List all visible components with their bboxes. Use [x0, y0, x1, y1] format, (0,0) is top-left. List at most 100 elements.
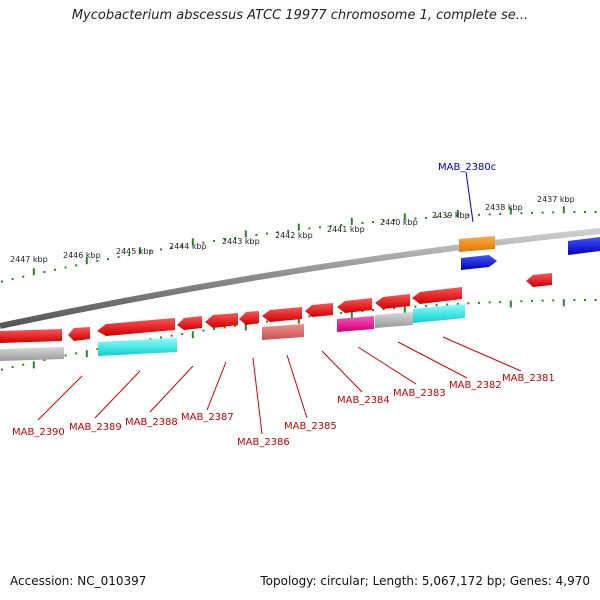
gene-feature[interactable]: [262, 307, 302, 322]
gene-label: MAB_2384: [337, 395, 390, 406]
gene-feature[interactable]: [461, 255, 497, 270]
kbp-label: 2446 kbp: [63, 251, 101, 260]
gene-feature[interactable]: [239, 311, 259, 325]
minor-tick: [584, 299, 586, 302]
gene-feature[interactable]: [337, 316, 374, 332]
gene-label: MAB_2381: [502, 373, 555, 384]
minor-tick: [149, 338, 152, 341]
minor-tick: [160, 336, 162, 339]
gene-label: MAB_2382: [449, 380, 502, 391]
gene-feature[interactable]: [412, 287, 462, 304]
gene-feature[interactable]: [0, 329, 62, 343]
minor-tick: [255, 233, 258, 236]
minor-tick: [234, 324, 237, 327]
minor-tick: [382, 308, 385, 311]
minor-tick: [22, 275, 25, 278]
minor-tick: [64, 354, 67, 357]
minor-tick: [488, 213, 491, 216]
gene-feature[interactable]: [177, 316, 202, 330]
minor-tick: [414, 217, 417, 220]
upper-scale-ticks: [1, 206, 597, 283]
gene-feature[interactable]: [305, 303, 333, 317]
minor-tick: [552, 299, 555, 302]
minor-tick: [499, 300, 502, 303]
minor-tick: [276, 231, 279, 234]
major-tick: [509, 207, 512, 215]
gene-feature[interactable]: [459, 236, 495, 252]
minor-tick: [170, 246, 173, 249]
minor-tick: [488, 301, 491, 304]
minor-tick: [435, 216, 438, 219]
minor-tick: [75, 264, 78, 267]
major-tick: [297, 223, 300, 231]
major-tick: [562, 206, 565, 214]
minor-tick: [467, 214, 470, 217]
minor-tick: [372, 221, 374, 224]
minor-tick: [520, 300, 523, 303]
gene-feature[interactable]: [205, 313, 238, 328]
minor-tick: [1, 280, 3, 283]
minor-tick: [531, 211, 533, 214]
minor-tick: [319, 226, 321, 229]
minor-tick: [96, 260, 99, 263]
minor-tick: [213, 239, 215, 242]
major-tick: [297, 316, 300, 324]
minor-tick: [223, 238, 226, 241]
gene-feature[interactable]: [68, 327, 90, 341]
minor-tick: [54, 268, 56, 271]
major-tick: [403, 213, 406, 221]
gene-label: MAB_2390: [12, 427, 65, 438]
minor-tick: [393, 219, 396, 222]
gene-feature[interactable]: [98, 338, 177, 356]
minor-tick: [117, 256, 120, 259]
label-leader-lines: [37, 336, 522, 435]
major-tick: [85, 350, 88, 358]
major-tick: [350, 217, 353, 225]
minor-tick: [573, 211, 576, 214]
minor-tick: [160, 248, 162, 251]
major-tick: [32, 268, 35, 276]
gene-feature[interactable]: [526, 273, 552, 287]
major-tick: [244, 323, 247, 331]
minor-tick: [340, 312, 343, 315]
major-tick: [350, 310, 353, 318]
minor-tick: [308, 227, 311, 230]
minor-tick: [266, 320, 268, 323]
minor-tick: [43, 359, 46, 362]
gene-feature[interactable]: [568, 237, 600, 255]
gene-feature[interactable]: [0, 347, 64, 361]
kbp-label: 2440 kbp: [380, 218, 418, 227]
minor-tick: [128, 254, 131, 257]
minor-tick: [467, 302, 470, 305]
gene-label: MAB_2383: [393, 388, 446, 399]
minor-tick: [425, 216, 427, 219]
minor-tick: [11, 278, 14, 281]
major-tick: [191, 238, 194, 246]
gene-feature[interactable]: [97, 318, 175, 336]
minor-tick: [43, 271, 46, 274]
minor-tick: [425, 304, 427, 307]
gene-labels: MAB_2390 MAB_2389 MAB_2388 MAB_2387 MAB_…: [12, 373, 555, 448]
gene-feature[interactable]: [375, 312, 413, 328]
minor-tick: [202, 241, 205, 244]
minor-tick: [181, 244, 184, 247]
minor-tick: [446, 215, 449, 218]
minor-tick: [393, 307, 396, 310]
minor-tick: [414, 305, 417, 308]
minor-tick: [478, 213, 480, 216]
major-tick: [562, 299, 565, 307]
gene-feature[interactable]: [375, 294, 410, 309]
gene-label: MAB_2387: [181, 412, 234, 423]
minor-tick: [541, 299, 544, 302]
top-label-leader-line: [465, 171, 474, 223]
gene-feature[interactable]: [337, 298, 372, 313]
gene-features[interactable]: [0, 236, 600, 361]
major-tick: [403, 306, 406, 314]
gene-feature[interactable]: [262, 324, 304, 340]
gene-feature[interactable]: [413, 304, 465, 323]
minor-tick: [541, 211, 544, 214]
major-tick: [456, 209, 459, 217]
minor-tick: [64, 266, 67, 269]
chromosome-backbone: [0, 228, 600, 329]
